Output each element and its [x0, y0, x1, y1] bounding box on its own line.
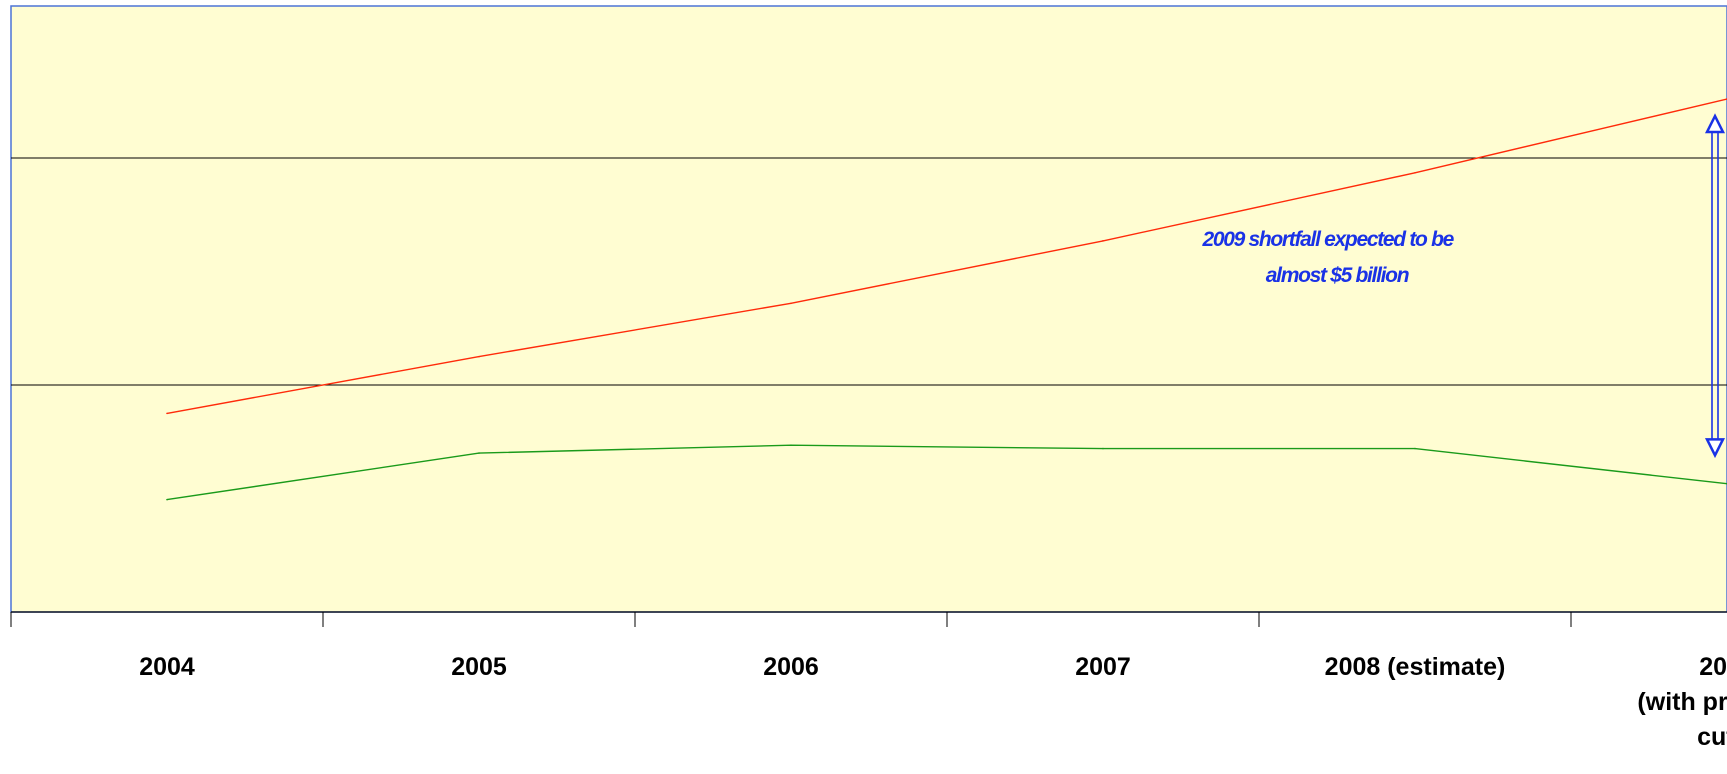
x-tick-label-6: 2009 (with proposed cuts): [1637, 653, 1727, 751]
series-1-point-4: [1102, 240, 1104, 242]
x-tick-label-2-line-1: 2005: [451, 653, 507, 681]
series-1-point-2: [478, 355, 480, 358]
x-tick-label-4: 2007: [1075, 653, 1131, 681]
x-tick-label-1-line-1: 2004: [139, 653, 195, 681]
x-tick-label-5: 2008 (estimate): [1325, 653, 1506, 681]
arrow-head-up: [1704, 113, 1726, 134]
series-2-point-5: [1414, 447, 1416, 450]
gridlines: [11, 157, 1727, 386]
x-tick-label-2: 2005: [451, 653, 507, 681]
series-2-point-2: [478, 452, 480, 454]
x-tick-label-6-line-1: 2009: [1699, 653, 1727, 681]
series-2-point-1: [166, 498, 168, 501]
series-1-point-3: [790, 302, 792, 305]
annotation-text: 2009 shortfall expected to be almost $5 …: [1201, 228, 1457, 287]
x-tick-label-1: 2004: [139, 653, 195, 681]
x-axis-ticks: [10, 612, 1572, 627]
series-2-point-3: [790, 444, 792, 446]
series-1-point-5: [1414, 171, 1416, 174]
series-1-point-1: [166, 412, 168, 415]
x-tick-label-5-line-1: 2008 (estimate): [1325, 653, 1506, 681]
x-tick-label-4-line-1: 2007: [1075, 653, 1131, 681]
x-tick-label-3: 2006: [763, 653, 819, 681]
series-line-2: [166, 444, 1727, 501]
x-tick-label-3-line-1: 2006: [763, 653, 819, 681]
plot-area: [10, 5, 1727, 613]
annotation-line-2: almost $5 billion: [1266, 264, 1409, 287]
series-2-point-4: [1102, 447, 1104, 450]
series-line-1: [166, 98, 1727, 415]
series: [166, 98, 1727, 501]
x-axis-tick-labels: 2004 2005 2006 2007 2008 (estimate) 2009 (with…: [139, 653, 1727, 751]
arrow-head-down: [1704, 438, 1726, 459]
x-tick-label-6-line-2: (with proposed: [1637, 688, 1727, 716]
shortfall-arrow: [1704, 113, 1726, 459]
x-tick-label-6-line-3: cuts): [1697, 723, 1727, 751]
annotation-line-1: 2009 shortfall expected to be: [1201, 228, 1454, 251]
